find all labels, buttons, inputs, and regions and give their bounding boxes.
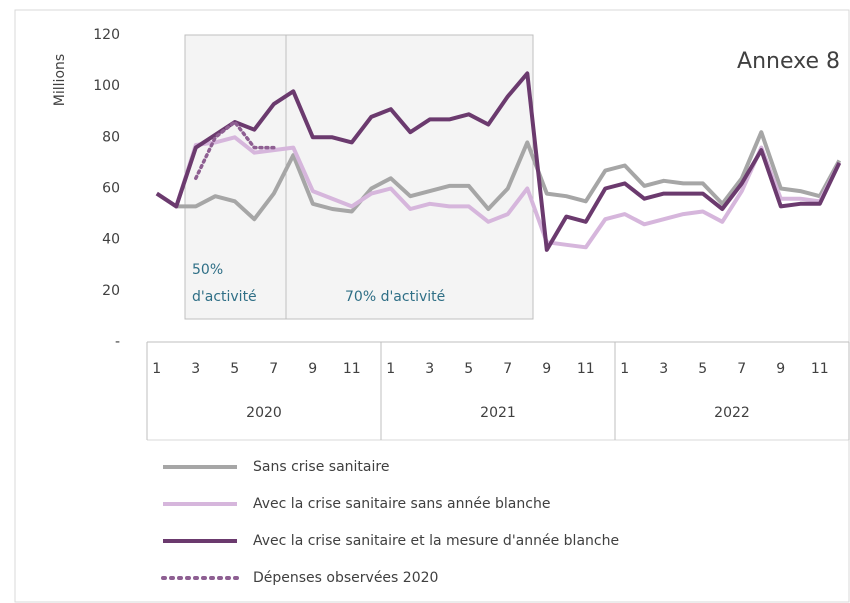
series-line	[155, 135, 842, 250]
x-tick-label: 7	[503, 361, 512, 377]
y-tick-label: 120	[93, 27, 120, 43]
x-tick-label: 3	[191, 361, 200, 377]
x-tick-label: 7	[269, 361, 278, 377]
x-tick-label: 1	[620, 361, 629, 377]
series-line	[155, 71, 842, 252]
x-tick-label: 1	[386, 361, 395, 377]
legend-label: Avec la crise sanitaire sans année blanc…	[253, 496, 550, 512]
shade-50	[184, 34, 287, 320]
x-tick-label: 3	[425, 361, 434, 377]
x-group-label: 2020	[246, 405, 282, 421]
y-tick-label: 80	[102, 129, 120, 145]
y-tick-label: 20	[102, 283, 120, 299]
annotation: d'activité	[192, 289, 257, 305]
annotation: 70% d'activité	[345, 289, 445, 305]
x-tick-label: 11	[811, 361, 829, 377]
x-tick-label: 11	[343, 361, 361, 377]
x-tick-label: 11	[577, 361, 595, 377]
x-group-label: 2022	[714, 405, 750, 421]
y-tick-label: -	[115, 334, 120, 350]
legend-label: Sans crise sanitaire	[253, 459, 389, 475]
annotation: 50%	[192, 262, 223, 278]
legend-label: Dépenses observées 2020	[253, 570, 438, 586]
x-tick-label: 5	[230, 361, 239, 377]
x-tick-label: 5	[698, 361, 707, 377]
y-tick-label: 60	[102, 181, 120, 197]
x-tick-label: 7	[737, 361, 746, 377]
legend-label: Avec la crise sanitaire et la mesure d'a…	[253, 533, 619, 549]
series-line	[155, 130, 842, 222]
chart-frame	[14, 9, 850, 603]
x-tick-label: 9	[776, 361, 785, 377]
x-group-label: 2021	[480, 405, 516, 421]
x-tick-label: 9	[542, 361, 551, 377]
x-tick-label: 9	[308, 361, 317, 377]
x-tick-label: 3	[659, 361, 668, 377]
x-tick-label: 5	[464, 361, 473, 377]
series-line	[194, 120, 276, 181]
x-tick-label: 1	[152, 361, 161, 377]
y-tick-label: 40	[102, 232, 120, 248]
y-axis-label: Millions	[52, 54, 68, 106]
y-tick-label: 100	[93, 78, 120, 94]
chart-title: Annexe 8	[737, 49, 840, 74]
shade-70	[285, 34, 534, 320]
